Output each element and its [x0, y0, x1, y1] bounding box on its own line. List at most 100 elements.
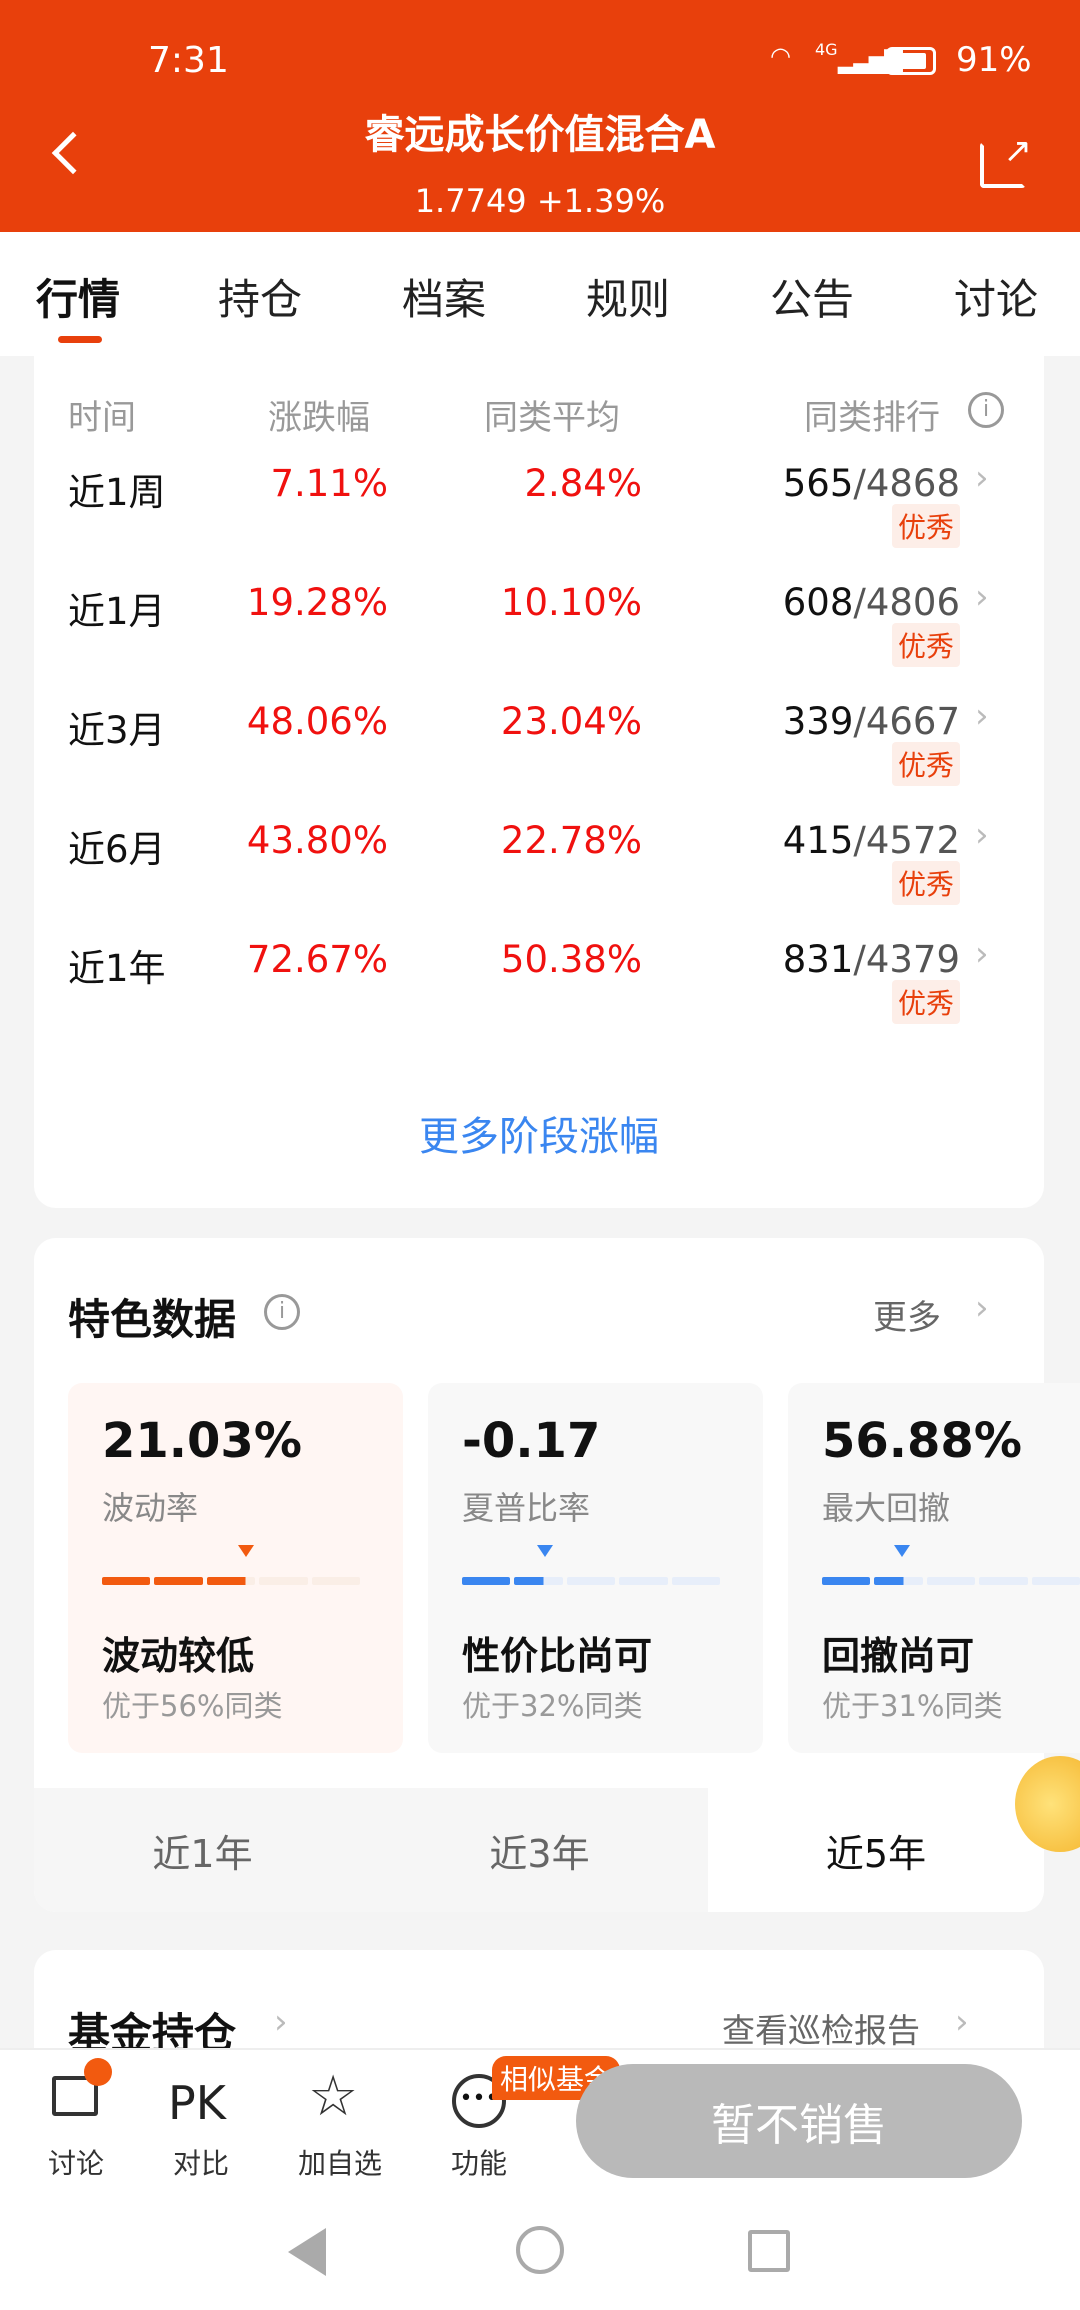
metric-title: 回撤尚可 [822, 1634, 975, 1678]
header: 7:31 ◠ 4G ▂▃▅▇ 91% 睿远成长价值混合A 1.7749 +1.3… [0, 0, 1080, 232]
rank-total: /4379 [853, 938, 960, 981]
period-tab-5y[interactable]: 近5年 [708, 1788, 1044, 1912]
chevron-right-icon: › [955, 2002, 969, 2042]
table-row[interactable]: 近6月 43.80% 22.78% 415/4572 › 优秀 [0, 815, 1080, 937]
period: 近6月 [68, 828, 166, 871]
tab-underline [58, 336, 102, 343]
nav-back-icon[interactable] [288, 2228, 326, 2276]
tab-rules[interactable]: 规则 [586, 275, 671, 324]
metric-card[interactable]: 21.03% 波动率 波动较低 优于56%同类 [68, 1383, 403, 1753]
bottom-function-label[interactable]: 功能 [450, 2147, 507, 2180]
network-label: 4G [815, 40, 838, 59]
metric-value: -0.17 [462, 1413, 601, 1469]
more-periods-link[interactable]: 更多阶段涨幅 [419, 1114, 659, 1160]
level-bar [102, 1577, 361, 1585]
col-change: 涨跌幅 [268, 398, 370, 438]
category-avg: 50.38% [500, 938, 642, 981]
metric-title: 波动较低 [102, 1634, 255, 1678]
chevron-right-icon: › [975, 815, 989, 855]
metric-value: 21.03% [102, 1413, 302, 1469]
category-avg: 2.84% [524, 462, 642, 505]
tab-quotes[interactable]: 行情 [36, 275, 121, 324]
nav-recent-icon[interactable] [748, 2230, 790, 2272]
nav-home-icon[interactable] [516, 2226, 564, 2274]
table-row[interactable]: 近1周 7.11% 2.84% 565/4868 › 优秀 [0, 458, 1080, 580]
share-icon[interactable]: ↗ [980, 134, 1032, 188]
period-tab-3y[interactable]: 近3年 [371, 1788, 708, 1912]
rating-badge: 优秀 [891, 742, 960, 786]
pk-icon[interactable]: PK [168, 2076, 226, 2130]
col-avg: 同类平均 [484, 398, 620, 438]
col-period: 时间 [68, 398, 136, 438]
marker-icon [893, 1545, 910, 1557]
rank: 415 [782, 819, 854, 862]
rating-badge: 优秀 [891, 504, 960, 548]
change: 43.80% [246, 819, 388, 862]
star-icon[interactable]: ☆ [308, 2064, 359, 2129]
period-tab-1y[interactable]: 近1年 [34, 1788, 371, 1912]
col-rank: 同类排行 [804, 398, 940, 438]
metric-card[interactable]: 56.88% 最大回撤 回撤尚可 优于31%同类 [788, 1383, 1080, 1753]
bottom-compare-label[interactable]: 对比 [172, 2147, 229, 2180]
wifi-icon: ◠ [770, 42, 791, 70]
level-bar [822, 1577, 1080, 1585]
rank-total: /4806 [853, 581, 960, 624]
metric-sub: 优于31%同类 [822, 1689, 1003, 1723]
chat-icon[interactable] [52, 2076, 98, 2116]
change: 19.28% [246, 581, 388, 624]
category-avg: 10.10% [500, 581, 642, 624]
period: 近3月 [68, 709, 166, 752]
category-avg: 22.78% [500, 819, 642, 862]
category-avg: 23.04% [500, 700, 642, 743]
rank: 831 [782, 938, 854, 981]
rating-badge: 优秀 [891, 861, 960, 905]
metric-value: 56.88% [822, 1413, 1022, 1469]
features-title: 特色数据 [68, 1295, 237, 1344]
status-time: 7:31 [148, 40, 229, 81]
more-icon[interactable]: ••• [452, 2074, 506, 2128]
tab-announcements[interactable]: 公告 [770, 275, 855, 324]
features-more[interactable]: 更多 [873, 1298, 941, 1338]
marker-icon [238, 1545, 255, 1557]
chevron-right-icon: › [274, 2002, 288, 2042]
rating-badge: 优秀 [891, 623, 960, 667]
change: 7.11% [270, 462, 388, 505]
metric-label: 波动率 [102, 1489, 199, 1527]
bottom-watchlist-label[interactable]: 加自选 [297, 2147, 382, 2180]
marker-icon [536, 1545, 553, 1557]
chevron-right-icon: › [975, 696, 989, 736]
period: 近1周 [68, 471, 166, 514]
period: 近1年 [68, 947, 166, 990]
tab-holdings[interactable]: 持仓 [218, 275, 303, 324]
level-bar [462, 1577, 721, 1585]
rank-total: /4572 [853, 819, 960, 862]
mascot-icon[interactable] [1015, 1756, 1080, 1852]
metric-label: 最大回撤 [822, 1489, 951, 1527]
metric-card[interactable]: -0.17 夏普比率 性价比尚可 优于32%同类 [428, 1383, 763, 1753]
fund-nav: 1.7749 +1.39% [414, 182, 666, 220]
period: 近1月 [68, 590, 166, 633]
rank-total: /4868 [853, 462, 960, 505]
table-row[interactable]: 近1月 19.28% 10.10% 608/4806 › 优秀 [0, 577, 1080, 699]
fund-title: 睿远成长价值混合A [364, 112, 716, 158]
tab-profile[interactable]: 档案 [402, 275, 487, 324]
notification-dot [84, 2058, 112, 2086]
battery-level: 91% [956, 40, 1032, 80]
info-icon[interactable]: i [968, 392, 1004, 428]
chevron-right-icon: › [975, 934, 989, 974]
table-row[interactable]: 近1年 72.67% 50.38% 831/4379 › 优秀 [0, 934, 1080, 1056]
not-for-sale-button[interactable]: 暂不销售 [576, 2064, 1022, 2178]
table-row[interactable]: 近3月 48.06% 23.04% 339/4667 › 优秀 [0, 696, 1080, 818]
report-link[interactable]: 查看巡检报告 [722, 2011, 920, 2050]
change: 72.67% [246, 938, 388, 981]
bottom-discuss-label[interactable]: 讨论 [47, 2147, 104, 2180]
chevron-right-icon: › [975, 1288, 989, 1328]
rank: 608 [782, 581, 854, 624]
metric-sub: 优于32%同类 [462, 1689, 643, 1723]
info-icon[interactable]: i [264, 1294, 300, 1330]
performance-card [34, 356, 1044, 1208]
rank: 339 [782, 700, 854, 743]
battery-icon [886, 47, 936, 75]
metric-sub: 优于56%同类 [102, 1689, 283, 1723]
tab-discussion[interactable]: 讨论 [954, 275, 1039, 324]
